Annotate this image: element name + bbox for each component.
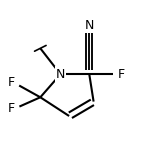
Text: F: F	[118, 68, 125, 81]
Text: F: F	[7, 76, 14, 89]
Text: N: N	[56, 68, 65, 81]
Text: F: F	[7, 102, 14, 115]
Text: N: N	[85, 19, 94, 32]
